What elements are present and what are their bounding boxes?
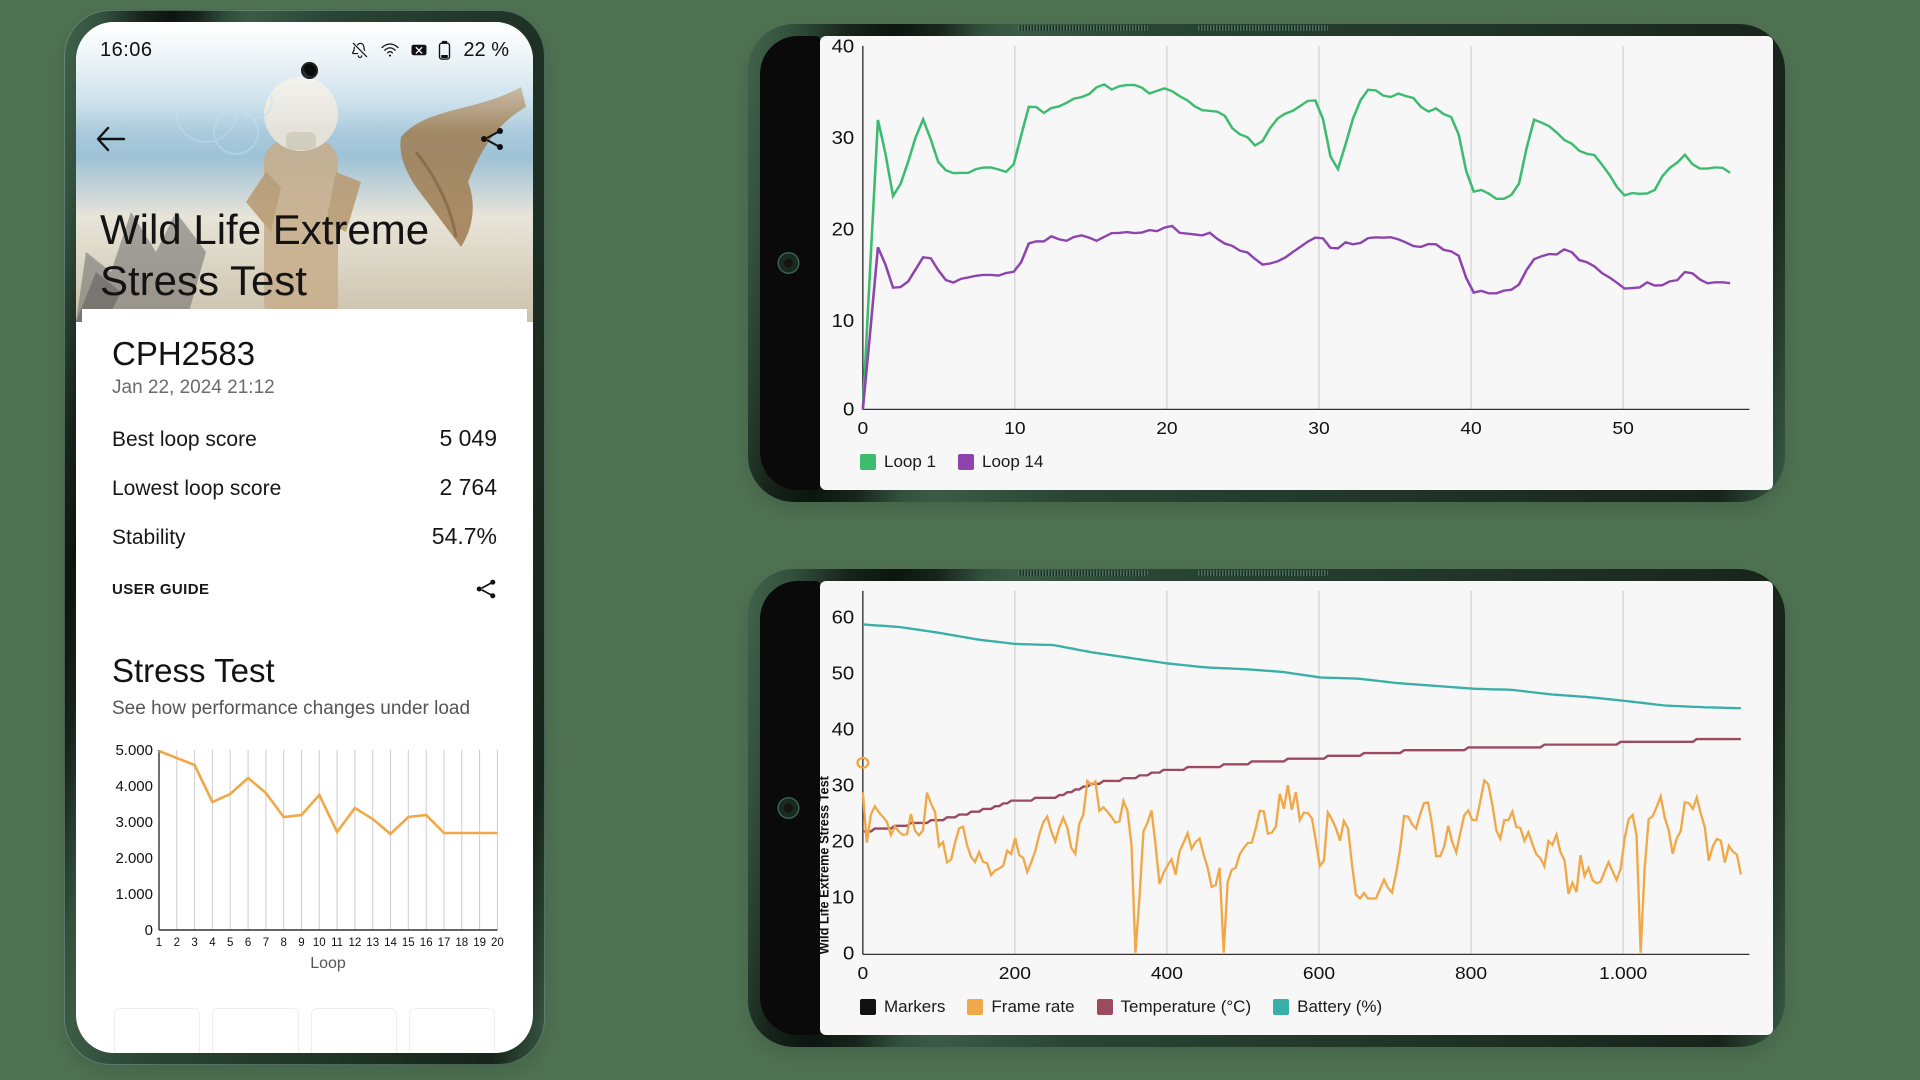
- svg-text:Loop: Loop: [310, 955, 346, 972]
- svg-text:Wild Life Extreme Stress Test: Wild Life Extreme Stress Test: [820, 776, 832, 955]
- svg-text:1.000: 1.000: [1599, 963, 1647, 983]
- svg-text:40: 40: [832, 719, 855, 740]
- svg-text:20: 20: [832, 219, 855, 240]
- svg-text:20: 20: [1156, 418, 1177, 438]
- svg-text:0: 0: [843, 943, 854, 964]
- svg-text:30: 30: [1308, 418, 1329, 438]
- svg-text:600: 600: [1303, 963, 1335, 983]
- svg-text:15: 15: [402, 937, 415, 949]
- svg-text:10: 10: [832, 887, 855, 908]
- svg-text:Score: Score: [112, 825, 114, 864]
- svg-text:30: 30: [832, 128, 855, 149]
- svg-text:50: 50: [832, 663, 855, 684]
- svg-text:6: 6: [245, 937, 251, 949]
- svg-text:40: 40: [1460, 418, 1481, 438]
- svg-text:18: 18: [455, 937, 468, 949]
- svg-text:20: 20: [491, 937, 504, 949]
- svg-text:9: 9: [298, 937, 304, 949]
- svg-text:2.000: 2.000: [115, 850, 153, 867]
- svg-text:10: 10: [1004, 418, 1025, 438]
- svg-text:800: 800: [1455, 963, 1487, 983]
- svg-text:7: 7: [263, 937, 269, 949]
- svg-text:8: 8: [280, 937, 286, 949]
- svg-text:16: 16: [420, 937, 433, 949]
- svg-text:5.000: 5.000: [115, 742, 153, 759]
- svg-text:2: 2: [174, 937, 180, 949]
- svg-text:5: 5: [227, 937, 233, 949]
- svg-text:50: 50: [1612, 418, 1633, 438]
- svg-text:3.000: 3.000: [115, 814, 153, 831]
- svg-text:4: 4: [209, 937, 216, 949]
- svg-text:200: 200: [999, 963, 1031, 983]
- svg-text:0: 0: [843, 399, 854, 420]
- svg-text:1.000: 1.000: [115, 886, 153, 903]
- svg-text:40: 40: [832, 36, 855, 57]
- svg-text:0: 0: [145, 922, 153, 939]
- svg-text:3: 3: [191, 937, 197, 949]
- svg-text:13: 13: [366, 937, 379, 949]
- svg-text:12: 12: [349, 937, 362, 949]
- svg-text:30: 30: [832, 775, 855, 796]
- svg-text:60: 60: [832, 607, 855, 628]
- svg-text:17: 17: [438, 937, 451, 949]
- svg-text:10: 10: [832, 311, 855, 332]
- svg-text:0: 0: [857, 418, 868, 438]
- svg-text:4.000: 4.000: [115, 778, 153, 795]
- svg-text:0: 0: [857, 963, 868, 983]
- svg-text:1: 1: [156, 937, 162, 949]
- svg-text:19: 19: [473, 937, 486, 949]
- svg-text:20: 20: [832, 831, 855, 852]
- svg-text:10: 10: [313, 937, 326, 949]
- svg-text:400: 400: [1151, 963, 1183, 983]
- svg-text:14: 14: [384, 937, 397, 949]
- svg-text:11: 11: [331, 937, 343, 949]
